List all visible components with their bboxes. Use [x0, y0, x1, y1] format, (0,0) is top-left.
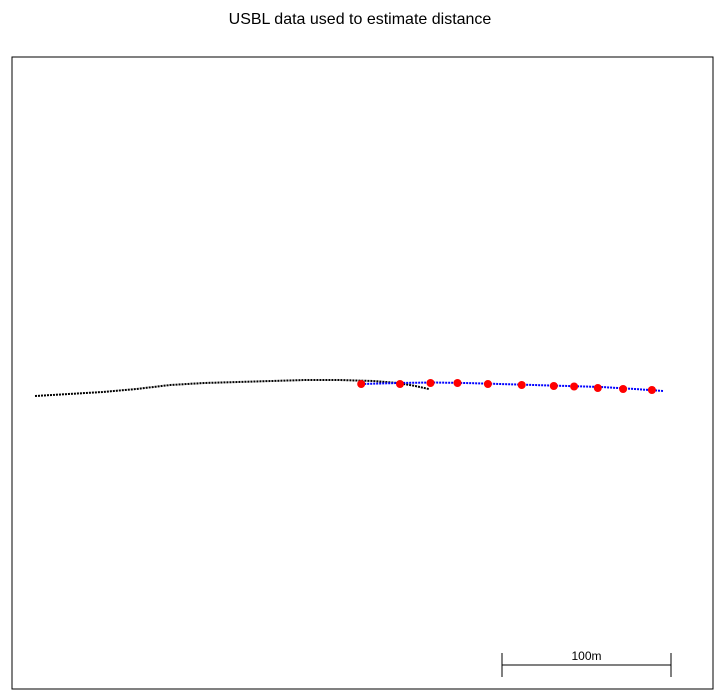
series-2-point-1	[396, 380, 404, 388]
series-2-point-7	[570, 382, 579, 391]
plot-area	[34, 379, 664, 397]
chart-title: USBL data used to estimate distance	[229, 11, 492, 28]
scale-bar-label: 100m	[571, 649, 601, 663]
series-2-point-2	[426, 379, 435, 387]
series-2-point-0	[357, 380, 366, 388]
series-2-point-10	[647, 386, 656, 394]
series-0-line	[34, 379, 430, 397]
series-2-point-5	[517, 381, 526, 389]
plot-frame	[11, 56, 714, 690]
series-2-point-3	[453, 379, 462, 387]
series-2-point-9	[619, 385, 628, 393]
series-1-line	[361, 381, 664, 392]
series-2-point-8	[593, 384, 602, 392]
series-2-point-6	[549, 382, 558, 390]
series-2-point-4	[483, 380, 492, 388]
scale-bar: 100m	[501, 649, 672, 677]
